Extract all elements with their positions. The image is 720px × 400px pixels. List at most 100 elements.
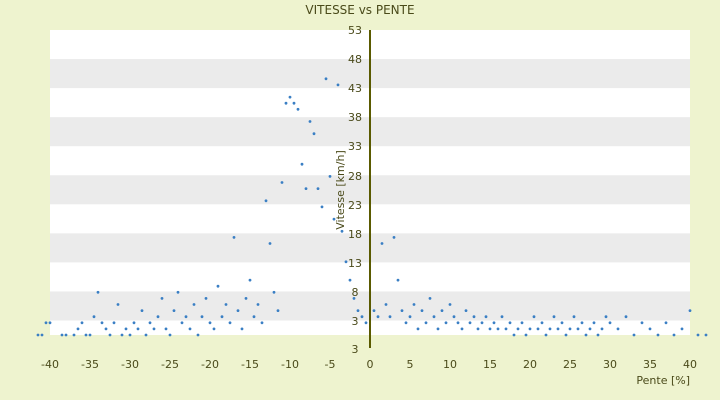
x-tick-labels: -40 -35 -30 -25 -20 -15 -10 -5 0 5 10 15 20 25 30 35 40 [41, 358, 697, 371]
data-point [260, 321, 264, 325]
data-point [496, 327, 500, 331]
data-point [456, 321, 460, 325]
data-point [560, 321, 564, 325]
data-point [528, 327, 532, 331]
data-point [604, 315, 608, 319]
y-tick-label: 13 [348, 257, 362, 270]
data-point [536, 327, 540, 331]
data-point [180, 321, 184, 325]
data-point [556, 327, 560, 331]
data-point [300, 162, 304, 166]
data-point [580, 321, 584, 325]
data-point [344, 260, 348, 264]
data-point [136, 327, 140, 331]
data-point [436, 327, 440, 331]
data-point [204, 297, 208, 300]
data-point [640, 321, 644, 325]
data-point [152, 327, 156, 331]
data-point [672, 333, 676, 337]
data-point [616, 327, 620, 331]
data-point [36, 333, 40, 337]
data-point [452, 315, 456, 319]
data-point [184, 315, 188, 319]
data-point [376, 315, 380, 319]
data-point [132, 321, 136, 325]
data-point [544, 333, 548, 337]
data-point [704, 333, 708, 337]
data-point [608, 321, 612, 325]
data-point [532, 315, 536, 319]
data-point [624, 315, 628, 319]
data-point [548, 327, 552, 331]
x-tick-label: 0 [367, 358, 374, 371]
y-tick-label: 23 [348, 199, 362, 212]
x-tick-label: 20 [523, 358, 537, 371]
data-point [100, 321, 104, 325]
data-point [196, 333, 200, 337]
data-point [64, 333, 68, 337]
data-point [520, 321, 524, 325]
data-point [364, 321, 368, 325]
data-point [320, 205, 324, 209]
data-point [468, 321, 472, 325]
data-point [104, 327, 108, 331]
data-point [296, 107, 300, 111]
data-point [648, 327, 652, 331]
data-point [96, 290, 100, 294]
data-point [140, 309, 144, 312]
data-point [80, 321, 84, 325]
data-point [424, 321, 428, 325]
data-point [440, 309, 444, 312]
data-point [208, 321, 212, 325]
data-point [272, 290, 276, 294]
data-point [588, 327, 592, 331]
data-point [116, 303, 120, 306]
data-point [348, 278, 352, 282]
data-point [172, 309, 176, 312]
data-point [388, 315, 392, 319]
y-tick-label: 8 [352, 286, 359, 299]
data-point [416, 327, 420, 331]
x-axis-label: Pente [%] [636, 374, 690, 387]
y-tick-label: 28 [348, 170, 362, 183]
data-point [504, 327, 508, 331]
x-tick-label: 35 [643, 358, 657, 371]
data-point [268, 242, 272, 245]
y-tick-label: 18 [348, 228, 362, 241]
x-tick-label: -40 [41, 358, 59, 371]
data-point [460, 327, 464, 331]
data-point [600, 327, 604, 331]
x-tick-label: 10 [443, 358, 457, 371]
y-axis-label: Vitesse [km/h] [334, 150, 347, 230]
data-point [124, 327, 128, 331]
data-point [404, 321, 408, 325]
data-point [312, 132, 316, 136]
data-point [332, 217, 336, 221]
data-point [432, 315, 436, 319]
data-point [360, 315, 364, 319]
data-point [564, 333, 568, 337]
x-tick-label: -25 [161, 358, 179, 371]
data-point [392, 236, 396, 239]
x-tick-label: -10 [281, 358, 299, 371]
data-point [324, 77, 328, 81]
data-point [228, 321, 232, 325]
data-point [576, 327, 580, 331]
data-point [92, 315, 96, 319]
data-point [408, 315, 412, 319]
y-tick-label: 43 [348, 82, 362, 95]
y-tick-label: 33 [348, 140, 362, 153]
x-tick-label: 30 [603, 358, 617, 371]
data-point [288, 95, 292, 99]
data-point [224, 303, 228, 306]
data-point [88, 333, 92, 337]
data-point [500, 315, 504, 319]
data-point [384, 303, 388, 306]
data-point [164, 327, 168, 331]
data-point [656, 333, 660, 337]
data-point [200, 315, 204, 319]
y-tick-label: 38 [348, 111, 362, 124]
data-point [148, 321, 152, 325]
data-point [240, 327, 244, 331]
